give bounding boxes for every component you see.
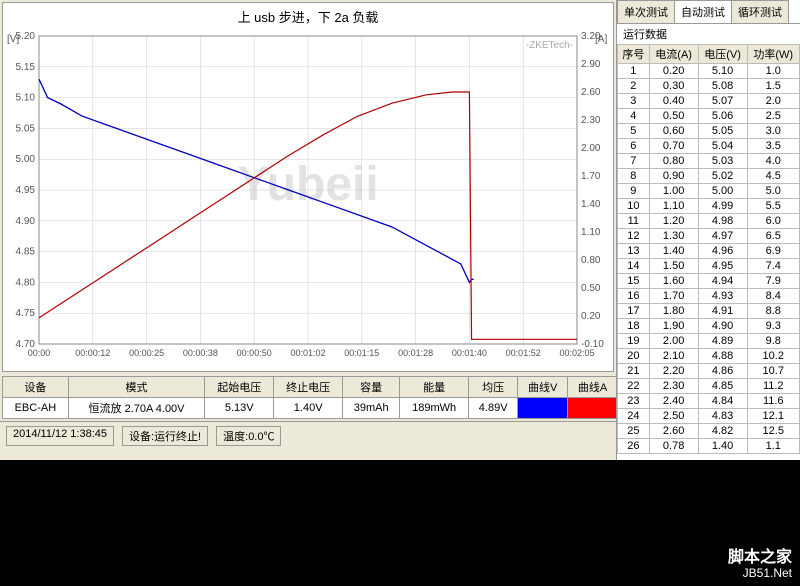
table-row[interactable]: 232.404.8411.6	[618, 394, 800, 409]
table-row[interactable]: 222.304.8511.2	[618, 379, 800, 394]
tabs: 单次测试自动测试循环测试	[617, 0, 800, 24]
svg-text:5.15: 5.15	[16, 62, 36, 73]
table-row[interactable]: 111.204.986.0	[618, 214, 800, 229]
svg-text:00:00: 00:00	[28, 348, 51, 358]
table-row[interactable]: 60.705.043.5	[618, 139, 800, 154]
svg-text:0.20: 0.20	[581, 311, 601, 322]
status-device: 设备:运行终止!	[122, 426, 208, 446]
table-row[interactable]: 20.305.081.5	[618, 79, 800, 94]
svg-text:2.30: 2.30	[581, 115, 601, 126]
svg-text:4.80: 4.80	[16, 277, 36, 288]
tab-1[interactable]: 自动测试	[674, 0, 732, 23]
svg-text:4.85: 4.85	[16, 247, 36, 258]
app-window: 上 usb 步进，下 2a 负载 4.704.754.804.854.904.9…	[0, 0, 800, 460]
table-row[interactable]: 202.104.8810.2	[618, 349, 800, 364]
summary-table: 设备模式起始电压终止电压容量能量均压曲线V曲线A EBC-AH恒流放 2.70A…	[2, 376, 618, 419]
svg-text:00:01:15: 00:01:15	[344, 348, 379, 358]
svg-text:00:00:50: 00:00:50	[237, 348, 272, 358]
svg-text:2.60: 2.60	[581, 87, 601, 98]
svg-text:00:01:02: 00:01:02	[290, 348, 325, 358]
svg-text:5.10: 5.10	[16, 93, 36, 104]
table-row[interactable]: 260.781.401.1	[618, 439, 800, 454]
svg-text:-ZKETech-: -ZKETech-	[526, 40, 573, 51]
table-row[interactable]: 171.804.918.8	[618, 304, 800, 319]
status-temp: 温度:0.0℃	[216, 426, 281, 446]
table-row[interactable]: 80.905.024.5	[618, 169, 800, 184]
table-row[interactable]: 10.205.101.0	[618, 64, 800, 79]
table-row[interactable]: 242.504.8312.1	[618, 409, 800, 424]
svg-text:2.00: 2.00	[581, 143, 601, 154]
svg-text:00:01:28: 00:01:28	[398, 348, 433, 358]
svg-text:00:00:38: 00:00:38	[183, 348, 218, 358]
data-section-label: 运行数据	[617, 24, 800, 44]
table-row[interactable]: 40.505.062.5	[618, 109, 800, 124]
table-row[interactable]: 101.104.995.5	[618, 199, 800, 214]
table-row[interactable]: 50.605.053.0	[618, 124, 800, 139]
svg-text:00:00:12: 00:00:12	[75, 348, 110, 358]
data-table-wrap[interactable]: 序号电流(A)电压(V)功率(W) 10.205.101.020.305.081…	[617, 44, 800, 460]
svg-text:[A]: [A]	[595, 34, 607, 45]
table-row[interactable]: 70.805.034.0	[618, 154, 800, 169]
site-logo: 脚本之家 JB51.Net	[728, 549, 792, 580]
svg-text:0.80: 0.80	[581, 255, 601, 266]
curve-a-swatch	[568, 398, 618, 419]
tab-0[interactable]: 单次测试	[617, 0, 675, 23]
table-row[interactable]: 151.604.947.9	[618, 274, 800, 289]
svg-text:4.90: 4.90	[16, 216, 36, 227]
table-row[interactable]: 192.004.899.8	[618, 334, 800, 349]
table-row[interactable]: 161.704.938.4	[618, 289, 800, 304]
svg-text:4.95: 4.95	[16, 185, 36, 196]
line-chart[interactable]: 4.704.754.804.854.904.955.005.055.105.15…	[3, 30, 613, 370]
chart-title: 上 usb 步进，下 2a 负载	[3, 3, 613, 30]
svg-text:5.05: 5.05	[16, 123, 36, 134]
table-row[interactable]: 121.304.976.5	[618, 229, 800, 244]
data-table: 序号电流(A)电压(V)功率(W) 10.205.101.020.305.081…	[617, 44, 800, 454]
svg-text:Yubeii: Yubeii	[237, 158, 378, 211]
svg-text:00:01:52: 00:01:52	[506, 348, 541, 358]
right-panel: 单次测试自动测试循环测试 运行数据 序号电流(A)电压(V)功率(W) 10.2…	[616, 0, 800, 460]
svg-text:00:02:05: 00:02:05	[559, 348, 594, 358]
status-bar: 2014/11/12 1:38:45 设备:运行终止! 温度:0.0℃	[0, 421, 616, 450]
svg-text:00:00:25: 00:00:25	[129, 348, 164, 358]
curve-v-swatch	[518, 398, 568, 419]
chart-area: 上 usb 步进，下 2a 负载 4.704.754.804.854.904.9…	[2, 2, 614, 372]
svg-text:5.00: 5.00	[16, 154, 36, 165]
svg-text:1.40: 1.40	[581, 199, 601, 210]
svg-text:2.90: 2.90	[581, 59, 601, 70]
tab-2[interactable]: 循环测试	[731, 0, 789, 23]
table-row[interactable]: 141.504.957.4	[618, 259, 800, 274]
svg-text:4.75: 4.75	[16, 308, 36, 319]
table-row[interactable]: 212.204.8610.7	[618, 364, 800, 379]
table-row[interactable]: 91.005.005.0	[618, 184, 800, 199]
svg-text:0.50: 0.50	[581, 283, 601, 294]
svg-text:1.70: 1.70	[581, 171, 601, 182]
left-panel: 上 usb 步进，下 2a 负载 4.704.754.804.854.904.9…	[0, 0, 616, 460]
status-time: 2014/11/12 1:38:45	[6, 426, 114, 446]
table-row[interactable]: 181.904.909.3	[618, 319, 800, 334]
table-row[interactable]: 30.405.072.0	[618, 94, 800, 109]
svg-text:1.10: 1.10	[581, 227, 601, 238]
svg-text:00:01:40: 00:01:40	[452, 348, 487, 358]
svg-text:[V]: [V]	[7, 34, 19, 45]
table-row[interactable]: 252.604.8212.5	[618, 424, 800, 439]
table-row[interactable]: 131.404.966.9	[618, 244, 800, 259]
